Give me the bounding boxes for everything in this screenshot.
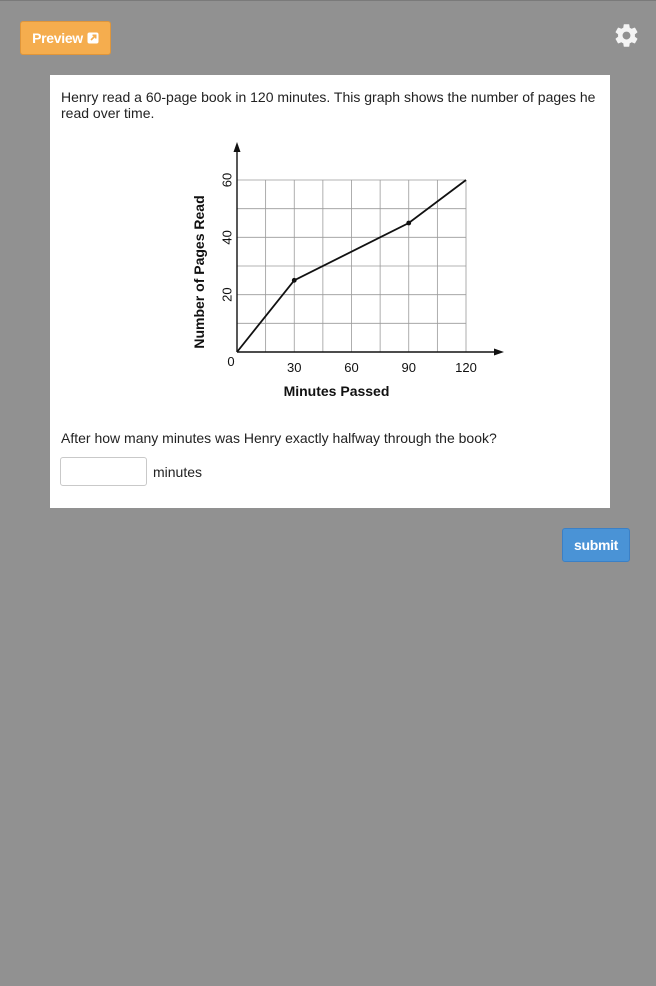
top-border xyxy=(0,0,656,1)
x-tick-label: 60 xyxy=(344,360,358,375)
preview-button[interactable]: Preview xyxy=(20,21,111,55)
x-tick-label: 30 xyxy=(287,360,301,375)
x-tick-labels: 30 60 90 120 xyxy=(287,360,477,375)
data-point xyxy=(406,220,412,226)
y-axis-title: Number of Pages Read xyxy=(191,195,207,348)
y-tick-labels: 20 40 60 xyxy=(219,173,234,302)
submit-label: submit xyxy=(573,537,619,553)
y-tick-label: 20 xyxy=(219,287,234,301)
submit-button[interactable]: submit xyxy=(562,528,630,562)
y-tick-label: 40 xyxy=(219,230,234,244)
question-text: After how many minutes was Henry exactly… xyxy=(61,430,497,446)
question-card: Henry read a 60-page book in 120 minutes… xyxy=(50,75,610,508)
gear-icon[interactable] xyxy=(613,22,640,49)
y-axis-arrow-icon xyxy=(233,142,241,152)
data-point xyxy=(291,277,297,283)
chart-series xyxy=(236,179,467,353)
x-tick-label: 90 xyxy=(402,360,416,375)
question-prompt: Henry read a 60-page book in 120 minutes… xyxy=(61,89,596,121)
pages-over-time-chart: 30 60 90 120 20 40 60 0 Minutes Passed Number… xyxy=(191,142,504,399)
origin-tick-label: 0 xyxy=(227,354,234,369)
y-tick-label: 60 xyxy=(219,173,234,187)
answer-input[interactable] xyxy=(60,457,147,486)
x-axis-title: Minutes Passed xyxy=(284,383,390,399)
x-tick-label: 120 xyxy=(455,360,477,375)
chart-axes xyxy=(233,142,504,356)
preview-label: Preview xyxy=(32,30,83,46)
chart-grid xyxy=(237,179,467,352)
pages-read-line xyxy=(236,179,467,353)
external-link-icon xyxy=(87,32,99,44)
x-axis-arrow-icon xyxy=(494,348,504,356)
answer-unit: minutes xyxy=(153,464,203,480)
